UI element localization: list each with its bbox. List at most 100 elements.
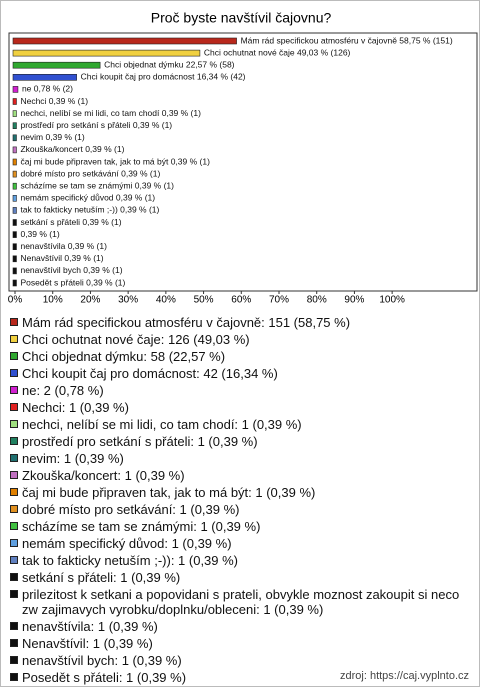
bar (12, 170, 17, 178)
legend-swatch (10, 318, 18, 326)
legend-swatch (10, 539, 18, 547)
legend-label: ne: 2 (0,78 %) (22, 383, 104, 398)
value-label: Chci koupit čaj pro domácnost 16,34 % (4… (81, 72, 246, 82)
legend-swatch (10, 639, 18, 647)
plot-frame (8, 32, 478, 292)
bar (12, 243, 17, 250)
legend-swatch (10, 656, 18, 664)
legend-swatch (10, 437, 18, 445)
value-label: Mám rád specifickou atmosféru v čajovně … (241, 35, 453, 45)
x-tick-label: 30% (118, 295, 138, 306)
bar (12, 267, 17, 275)
legend-item: ne: 2 (0,78 %) (9, 383, 473, 398)
legend-label: prilezitost k setkani a popovidani s pra… (22, 587, 460, 617)
legend-label: Nechci: 1 (0,39 %) (22, 400, 129, 415)
bar (12, 61, 101, 69)
legend-item: setkání s přáteli: 1 (0,39 %) (9, 570, 473, 585)
bar (12, 86, 19, 93)
legend-swatch (10, 573, 18, 581)
value-label: Chci objednat dýmku 22,57 % (58) (104, 59, 235, 69)
bar (12, 231, 17, 238)
value-label: 0,39 % (1) (20, 229, 59, 239)
legend-label: Zkouška/koncert: 1 (0,39 %) (22, 468, 185, 483)
bar (12, 74, 77, 81)
legend-item: Posedět s přáteli: 1 (0,39 %) (9, 670, 473, 685)
value-label: nenavštívila 0,39 % (1) (20, 241, 107, 251)
x-tick-label: 60% (231, 295, 251, 306)
legend-swatch (10, 403, 18, 411)
legend-item: Chci objednat dýmku: 58 (22,57 %) (9, 349, 473, 364)
legend-swatch (10, 352, 18, 360)
legend-swatch (10, 488, 18, 496)
bar (12, 158, 17, 166)
legend-swatch (10, 369, 18, 377)
x-tick-label: 10% (43, 295, 63, 306)
bar (12, 122, 17, 129)
value-label: nevim 0,39 % (1) (20, 132, 84, 142)
legend-label: Posedět s přáteli: 1 (0,39 %) (22, 670, 187, 685)
legend-item: Mám rád specifickou atmosféru v čajovně:… (9, 315, 473, 330)
x-tick-label: 50% (194, 295, 214, 306)
value-label: tak to fakticky netuším ;-)) 0,39 % (1) (20, 205, 159, 215)
legend-swatch (10, 454, 18, 462)
bar (12, 49, 201, 57)
x-tick-label: 100% (379, 295, 405, 306)
legend-item: nenavštívila: 1 (0,39 %) (9, 619, 473, 634)
legend-item: nechci, nelíbí se mi lidi, co tam chodí:… (9, 417, 473, 432)
legend-item: Zkouška/koncert: 1 (0,39 %) (9, 468, 473, 483)
legend-label: nenavštívil bych: 1 (0,39 %) (22, 653, 182, 668)
legend-item: Nechci: 1 (0,39 %) (9, 400, 473, 415)
legend-label: nechci, nelíbí se mi lidi, co tam chodí:… (22, 417, 302, 432)
bar (12, 195, 17, 202)
legend-label: dobré místo pro setkávání: 1 (0,39 %) (22, 502, 240, 517)
legend-item: čaj mi bude připraven tak, jak to má být… (9, 485, 473, 500)
legend-label: Chci koupit čaj pro domácnost: 42 (16,34… (22, 366, 278, 381)
legend-item: prilezitost k setkani a popovidani s pra… (9, 587, 473, 617)
bar (12, 219, 17, 226)
bar (12, 134, 17, 142)
legend-item: nevim: 1 (0,39 %) (9, 451, 473, 466)
bar (12, 98, 17, 105)
value-label: nechci, nelíbí se mi lidi, co tam chodí … (20, 108, 201, 118)
legend-label: nevim: 1 (0,39 %) (22, 451, 124, 466)
bar (12, 110, 17, 117)
legend-label: Chci ochutnat nové čaje: 126 (49,03 %) (22, 332, 250, 347)
legend-label: nenavštívila: 1 (0,39 %) (22, 619, 158, 634)
bars: Mám rád specifickou atmosféru v čajovně … (12, 35, 453, 287)
legend-label: tak to fakticky netuším ;-)): 1 (0,39 %) (22, 553, 239, 568)
legend-label: setkání s přáteli: 1 (0,39 %) (22, 570, 181, 585)
bar (12, 255, 17, 263)
value-label: prostředí pro setkání s přáteli 0,39 % (… (20, 120, 172, 130)
legend-label: Chci objednat dýmku: 58 (22,57 %) (22, 349, 226, 364)
value-label: Chci ochutnat nové čaje 49,03 % (126) (204, 47, 351, 57)
x-tick-label: 80% (307, 295, 327, 306)
legend-swatch (10, 420, 18, 428)
x-tick-label: 90% (344, 295, 364, 306)
value-label: Posedět s přáteli 0,39 % (1) (20, 277, 125, 287)
value-label: setkání s přáteli 0,39 % (1) (20, 217, 121, 227)
legend-swatch (10, 471, 18, 479)
legend-label: Nenavštívil: 1 (0,39 %) (22, 636, 153, 651)
legend-item: Nenavštívil: 1 (0,39 %) (9, 636, 473, 651)
legend-item: nenavštívil bych: 1 (0,39 %) (9, 653, 473, 668)
bar (12, 279, 17, 287)
legend-swatch (10, 556, 18, 564)
x-tick-label: 20% (80, 295, 100, 306)
legend-label: prostředí pro setkání s přáteli: 1 (0,39… (22, 434, 258, 449)
legend-label: Mám rád specifickou atmosféru v čajovně:… (22, 315, 351, 330)
value-label: Nenavštívil 0,39 % (1) (20, 253, 103, 263)
x-tick-label: 40% (156, 295, 176, 306)
x-tick-label: 70% (269, 295, 289, 306)
bar (12, 207, 17, 214)
value-label: čaj mi bude připraven tak, jak to má být… (20, 156, 210, 166)
value-label: Zkouška/koncert 0,39 % (1) (20, 144, 124, 154)
bar (12, 182, 17, 190)
value-label: dobré místo pro setkávání 0,39 % (1) (20, 168, 160, 178)
legend-label: nemám specifický důvod: 1 (0,39 %) (22, 536, 232, 551)
source: zdroj: https://caj.vyplnto.cz (340, 670, 469, 682)
value-label: ne 0,78 % (2) (22, 84, 73, 94)
chart: Proč byste navštívil čajovnu? Mám rád sp… (8, 10, 478, 306)
legend-item: prostředí pro setkání s přáteli: 1 (0,39… (9, 434, 473, 449)
value-label: nemám specifický důvod 0,39 % (1) (20, 193, 155, 203)
